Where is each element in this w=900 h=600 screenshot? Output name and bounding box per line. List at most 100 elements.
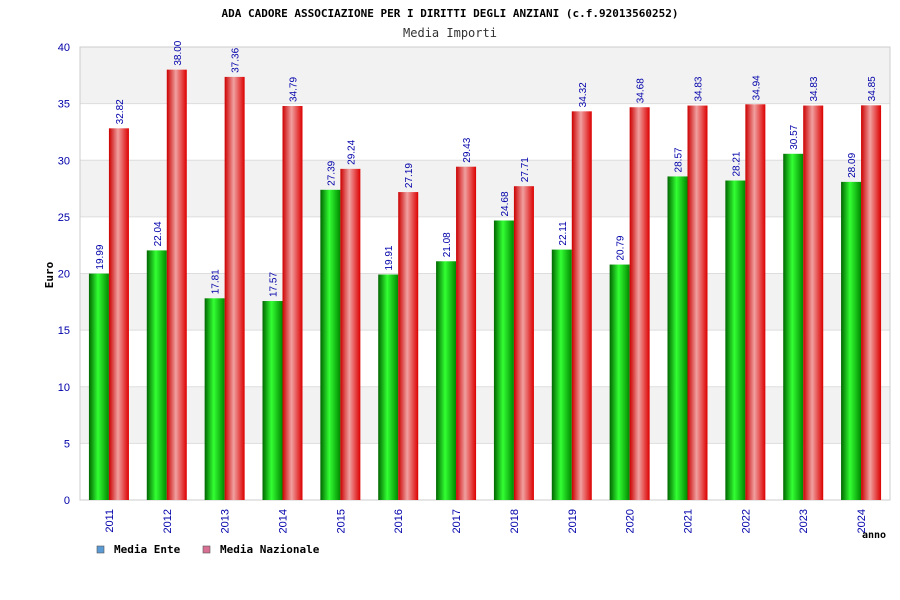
bar-media-nazionale: [687, 105, 708, 501]
bar-media-nazionale: [398, 192, 419, 501]
bar-media-ente: [783, 153, 804, 501]
data-label: 34.83: [809, 76, 820, 101]
x-tick-label: 2018: [509, 509, 521, 533]
data-label: 34.79: [289, 77, 300, 102]
y-tick-label: 5: [64, 438, 70, 450]
bar-media-nazionale: [629, 107, 650, 501]
grid-band: [80, 386, 890, 444]
bar-media-nazionale: [745, 104, 766, 500]
legend-swatch-media-ente: [96, 545, 105, 554]
y-tick-label: 25: [58, 212, 70, 224]
bar-media-ente: [88, 273, 109, 500]
data-label: 28.21: [731, 151, 742, 176]
x-tick-label: 2022: [740, 509, 752, 533]
data-label: 19.99: [95, 244, 106, 269]
data-label: 21.08: [442, 232, 453, 257]
legend-label-media-ente: Media Ente: [114, 543, 181, 556]
y-tick-label: 35: [58, 99, 70, 111]
data-label: 29.24: [346, 139, 357, 164]
y-tick-label: 0: [64, 495, 70, 507]
legend-label-media-nazionale: Media Nazionale: [220, 543, 320, 556]
y-tick-label: 40: [58, 42, 70, 54]
x-axis-ticks: 2011 2012 2013 2014 2015 2016 2017 2018 2019 2020…: [104, 509, 868, 533]
data-label: 20.79: [616, 235, 627, 260]
data-label: 27.39: [326, 160, 337, 185]
data-label: 19.91: [384, 245, 395, 270]
bar-media-ente: [551, 249, 572, 500]
bar-media-nazionale: [166, 69, 187, 501]
grid-band: [80, 443, 890, 500]
bar-media-ente: [320, 189, 341, 501]
data-label: 27.71: [520, 157, 531, 182]
bar-media-ente: [204, 298, 225, 500]
data-label: 28.57: [674, 147, 685, 172]
bar-media-nazionale: [571, 111, 592, 501]
data-label: 24.68: [500, 191, 511, 216]
x-tick-label: 2013: [220, 509, 232, 533]
data-label: 30.57: [789, 124, 800, 149]
y-tick-label: 10: [58, 382, 70, 394]
data-label: 17.81: [211, 269, 222, 294]
data-label: 38.00: [173, 40, 184, 65]
grid-band: [80, 330, 890, 387]
x-axis-label: anno: [862, 530, 886, 541]
data-label: 34.32: [578, 82, 589, 107]
bar-media-ente: [667, 176, 688, 500]
legend: Media Ente Media Nazionale: [96, 543, 320, 556]
data-label: 34.68: [636, 78, 647, 103]
bar-media-nazionale: [803, 105, 824, 501]
grid-band: [80, 47, 890, 104]
x-tick-label: 2016: [393, 509, 405, 533]
y-tick-label: 20: [58, 269, 70, 281]
x-tick-label: 2023: [798, 509, 810, 533]
grid-band: [80, 216, 890, 274]
data-label: 29.43: [462, 137, 473, 162]
bar-media-ente: [725, 180, 746, 501]
data-label: 32.82: [115, 99, 126, 124]
data-label: 22.11: [558, 221, 569, 246]
x-tick-label: 2021: [683, 509, 695, 533]
x-tick-label: 2011: [104, 509, 116, 533]
y-axis-ticks: 0 5 10 15 20 25 30 35 40: [58, 42, 70, 507]
grid-band: [80, 273, 890, 331]
data-label: 34.85: [867, 76, 878, 101]
data-label: 34.94: [751, 75, 762, 100]
x-tick-label: 2015: [335, 509, 347, 533]
x-tick-label: 2014: [278, 509, 290, 533]
plot-background: [79, 46, 891, 501]
data-label: 28.09: [847, 152, 858, 177]
bar-media-nazionale: [513, 186, 534, 500]
bar-media-nazionale: [340, 168, 361, 500]
legend-swatch-media-nazionale: [202, 545, 211, 554]
chart-subtitle: Media Importi: [403, 26, 497, 40]
x-tick-label: 2017: [451, 509, 463, 533]
bar-media-nazionale: [108, 128, 129, 500]
data-label: 37.36: [231, 47, 242, 72]
data-label: 27.19: [404, 163, 415, 188]
bar-media-ente: [436, 261, 457, 500]
plot-frame: [79, 46, 891, 501]
y-axis-label: Euro: [43, 261, 56, 288]
bar-media-ente: [493, 220, 514, 500]
grid-band: [80, 103, 890, 161]
bar-media-ente: [378, 274, 399, 500]
x-tick-label: 2024: [856, 509, 868, 533]
data-label: 22.04: [153, 221, 164, 246]
bars: 19.99 32.82 22.04 38.00 17.81 37.36 17.57 34.79…: [88, 40, 882, 501]
bar-media-nazionale: [224, 76, 245, 500]
y-tick-label: 15: [58, 325, 70, 337]
bar-media-ente: [146, 250, 167, 500]
y-tick-label: 30: [58, 155, 70, 167]
bar-media-ente: [262, 301, 283, 500]
grid-band: [80, 160, 890, 217]
bar-media-ente: [609, 264, 630, 500]
bar-media-nazionale: [456, 166, 477, 500]
bar-media-nazionale: [282, 106, 303, 501]
x-tick-label: 2020: [625, 509, 637, 533]
bar-media-ente: [841, 181, 862, 501]
x-tick-label: 2012: [162, 509, 174, 533]
chart-title: ADA CADORE ASSOCIAZIONE PER I DIRITTI DE…: [222, 7, 679, 20]
data-label: 17.57: [269, 272, 280, 297]
